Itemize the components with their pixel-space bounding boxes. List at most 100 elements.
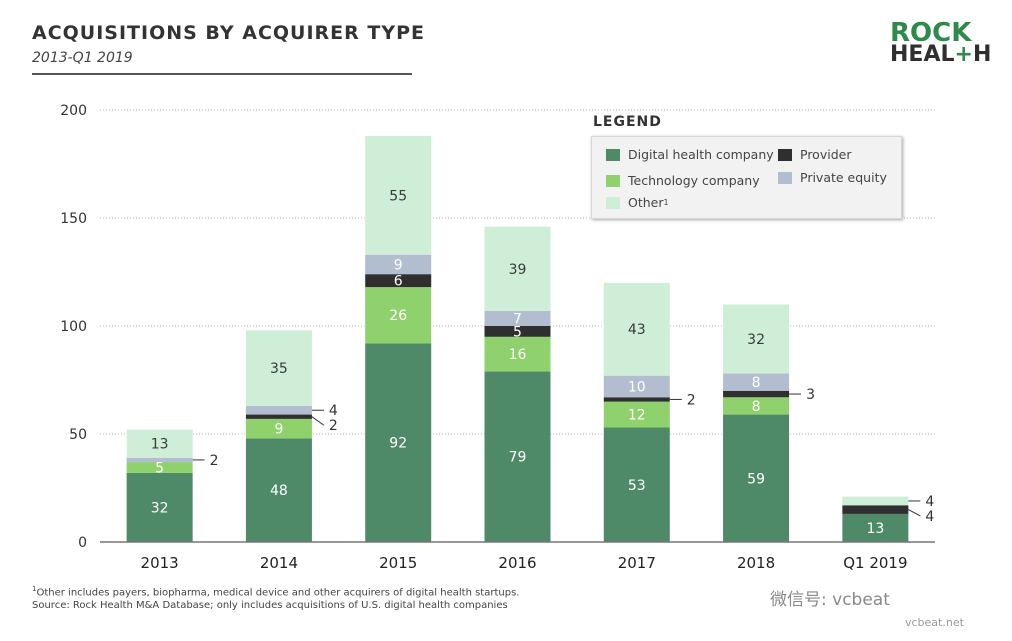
data-label-tech: 26 — [389, 308, 407, 324]
data-label-tech: 8 — [752, 399, 761, 415]
x-tick-label: Q1 2019 — [843, 554, 907, 572]
bar-segment-provider — [484, 326, 551, 337]
data-label-digital: 13 — [866, 521, 884, 537]
data-label-private: 9 — [394, 257, 403, 273]
bar-segment-other — [126, 429, 193, 458]
bar-segment-other — [245, 330, 312, 406]
bar-segment-digital — [126, 472, 193, 542]
bar-segment-other — [484, 226, 551, 311]
data-label-private: 8 — [752, 375, 761, 391]
bar-segment-tech — [126, 462, 193, 473]
data-label-callout-provider: 4 — [925, 509, 934, 525]
title-divider — [32, 73, 412, 75]
x-tick-label: 2016 — [498, 554, 536, 572]
data-label-other: 43 — [628, 322, 646, 338]
bar-segment-provider — [245, 414, 312, 419]
y-tick-label: 200 — [60, 103, 87, 119]
logo-line2: HEAL+H — [890, 42, 992, 67]
legend-swatch-private — [778, 171, 792, 184]
legend-item-private: Private equity — [778, 170, 887, 185]
bar-segment-private — [365, 254, 432, 275]
bar-segment-tech — [603, 401, 670, 428]
callout-line — [908, 509, 921, 517]
bar-segment-other — [603, 282, 670, 376]
x-tick-label: 2015 — [379, 554, 417, 572]
bar-segment-private — [484, 310, 551, 326]
bar-segment-digital — [842, 513, 909, 542]
data-label-tech: 9 — [274, 422, 283, 438]
data-label-callout-other: 4 — [925, 494, 934, 510]
bar-segment-provider — [723, 390, 790, 398]
data-label-private: 10 — [628, 379, 646, 395]
bar-segment-digital — [365, 343, 432, 542]
bar-segment-tech — [723, 397, 790, 415]
bar-segment-other — [842, 496, 909, 506]
bar-segment-private — [245, 405, 312, 415]
bar-segment-private — [126, 457, 193, 463]
legend-swatch-other — [606, 196, 620, 209]
bar-segment-provider — [842, 505, 909, 514]
footnote-source: Source: Rock Health M&A Database; only i… — [32, 600, 508, 611]
watermark-url: vcbeat.net — [905, 616, 964, 629]
data-label-callout-provider: 2 — [329, 418, 338, 434]
legend-item-other: Other 1 — [606, 195, 669, 210]
data-label-callout-provider: 2 — [687, 392, 696, 408]
y-tick-label: 150 — [60, 211, 87, 227]
data-label-digital: 48 — [270, 483, 288, 499]
bar-segment-tech — [484, 336, 551, 372]
logo-line1: ROCK — [890, 18, 972, 48]
bar-segment-digital — [603, 427, 670, 542]
data-label-tech: 5 — [155, 460, 164, 476]
data-label-callout-private: 4 — [329, 403, 338, 419]
bar-segment-other — [723, 304, 790, 374]
y-tick-label: 100 — [60, 319, 87, 335]
legend-swatch-provider — [778, 148, 792, 161]
legend-item-digital: Digital health company — [606, 147, 774, 162]
data-label-provider: 6 — [394, 274, 403, 290]
y-tick-label: 50 — [69, 427, 87, 443]
bar-segment-other — [365, 135, 432, 255]
legend-swatch-tech — [606, 174, 620, 187]
legend-item-tech: Technology company — [606, 173, 760, 188]
data-label-digital: 59 — [747, 471, 765, 487]
data-label-digital: 79 — [509, 450, 527, 466]
data-label-tech: 12 — [628, 408, 646, 424]
data-label-digital: 32 — [151, 500, 169, 516]
x-tick-label: 2018 — [737, 554, 775, 572]
data-label-private: 7 — [513, 311, 522, 327]
chart-subtitle: 2013-Q1 2019 — [32, 50, 133, 66]
data-label-provider: 5 — [513, 324, 522, 340]
rock-health-logo: ROCK HEAL+H — [890, 18, 992, 67]
bar-segment-private — [723, 373, 790, 391]
bar-segment-provider — [365, 274, 432, 288]
data-label-digital: 53 — [628, 478, 646, 494]
data-label-tech: 16 — [509, 347, 527, 363]
legend-swatch-digital — [606, 148, 620, 161]
data-label-other: 55 — [389, 188, 407, 204]
data-label-other: 35 — [270, 361, 288, 377]
chart-title: ACQUISITIONS BY ACQUIRER TYPE — [32, 22, 426, 44]
bar-segment-tech — [245, 418, 312, 439]
bar-segment-digital — [723, 414, 790, 542]
footnote-other: 1Other includes payers, biopharma, medic… — [32, 585, 520, 599]
callout-line — [311, 416, 325, 426]
legend-title: LEGEND — [593, 114, 662, 130]
x-tick-label: 2013 — [141, 554, 179, 572]
wechat-watermark: 微信号: vcbeat — [770, 590, 890, 610]
data-label-other: 32 — [747, 332, 765, 348]
legend — [591, 136, 902, 219]
data-label-callout-private: 2 — [210, 453, 219, 469]
y-tick-label: 0 — [78, 535, 87, 551]
data-label-other: 13 — [151, 437, 169, 453]
bar-segment-provider — [603, 397, 670, 402]
bar-segment-tech — [365, 287, 432, 344]
bar-segment-digital — [245, 438, 312, 542]
x-tick-label: 2014 — [260, 554, 298, 572]
data-label-other: 39 — [509, 262, 527, 278]
data-label-callout-provider: 3 — [806, 387, 815, 403]
bar-segment-private — [603, 375, 670, 398]
data-label-digital: 92 — [389, 436, 407, 452]
x-tick-label: 2017 — [618, 554, 656, 572]
legend-item-provider: Provider — [778, 147, 851, 162]
